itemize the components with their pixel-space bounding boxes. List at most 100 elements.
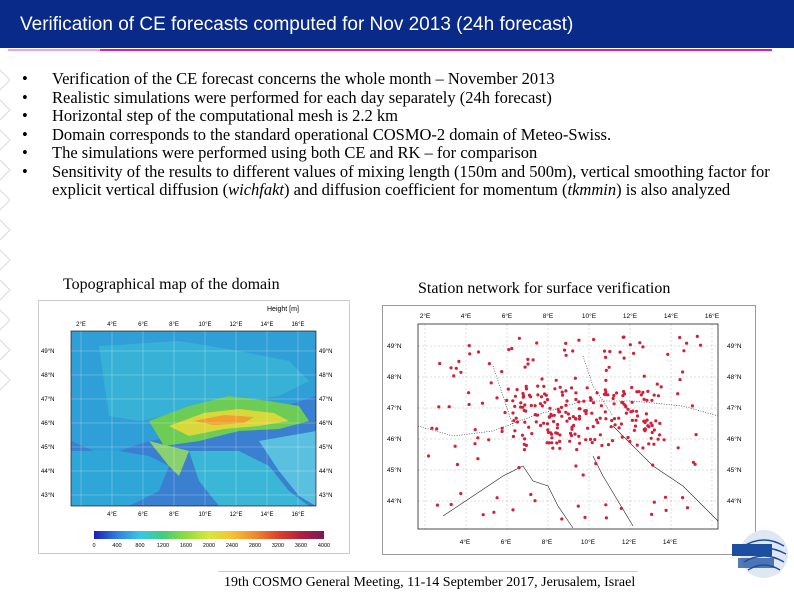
station-dot <box>641 345 645 349</box>
station-dot <box>598 416 602 420</box>
station-dot <box>632 428 636 432</box>
station-dot <box>500 429 504 434</box>
lat-label: 44°N <box>41 469 54 475</box>
lon-label: 8°E <box>169 322 179 328</box>
bullet-dot: • <box>22 161 28 181</box>
bullet-emphasis: tkmmin <box>567 180 617 199</box>
station-dot <box>628 343 632 347</box>
station-dot <box>624 411 628 415</box>
station-dot <box>639 393 643 397</box>
lon-label: 2°E <box>76 322 86 328</box>
station-dot <box>635 414 640 418</box>
station-dot <box>489 381 493 385</box>
station-dot <box>581 473 585 477</box>
station-dot <box>578 441 582 445</box>
station-dot <box>610 418 614 423</box>
station-dot <box>560 517 564 521</box>
station-dot <box>550 436 554 440</box>
station-dot <box>643 420 647 425</box>
lat-label: 44°N <box>387 497 402 505</box>
colorbar-tick: 1600 <box>180 543 192 549</box>
station-dot <box>678 335 682 340</box>
station-dot <box>559 405 564 409</box>
station-dot <box>449 366 453 370</box>
station-dot <box>577 338 581 342</box>
station-dot <box>545 398 550 402</box>
station-dot <box>544 393 548 397</box>
station-dot <box>500 426 504 430</box>
lat-label: 49°N <box>41 349 54 355</box>
lat-label: 48°N <box>387 373 402 381</box>
footer-text: 19th COSMO General Meeting, 11-14 Septem… <box>224 575 636 590</box>
lat-label: 46°N <box>727 435 742 443</box>
station-dot <box>641 446 645 450</box>
station-dot <box>535 341 539 345</box>
station-dot <box>681 370 685 374</box>
station-dot <box>583 515 587 519</box>
station-dot <box>586 426 590 430</box>
station-dot <box>459 370 463 374</box>
station-dot <box>467 391 471 395</box>
side-decoration <box>0 69 11 391</box>
station-dot <box>602 349 607 353</box>
station-dot <box>495 396 499 400</box>
station-dot <box>546 428 550 432</box>
station-dot <box>507 348 511 352</box>
station-dot <box>542 384 546 388</box>
station-dot <box>480 401 485 405</box>
lat-label: 45°N <box>387 466 402 474</box>
station-dot <box>646 389 650 393</box>
station-dot <box>523 365 527 369</box>
station-dot <box>568 439 572 443</box>
station-dot <box>612 402 616 406</box>
station-dot <box>577 417 582 421</box>
station-network-map: 2°E 4°E 6°E 8°E 10°E 12°E 14°E 16°E 4°E 6°E 8°E 10… <box>382 305 756 555</box>
colorbar-tick: 1200 <box>157 543 169 549</box>
station-dot <box>659 385 663 389</box>
station-dot <box>595 391 599 395</box>
bullet-text: ) and diffusion coefficient for momentum… <box>284 180 568 199</box>
bullet-dot: • <box>22 124 28 144</box>
station-dot <box>577 414 582 418</box>
station-dot <box>591 401 596 405</box>
station-dot <box>619 506 623 510</box>
station-dot <box>577 434 581 438</box>
station-dot <box>455 462 459 467</box>
bullet-dot: • <box>22 87 28 107</box>
colorbar-tick: 800 <box>135 543 144 549</box>
station-dot <box>555 441 559 445</box>
station-dot <box>487 362 491 366</box>
lat-label: 49°N <box>319 349 332 355</box>
lon-label: 10°E <box>198 512 211 518</box>
bullet-dot: • <box>22 143 28 162</box>
station-dot <box>612 393 616 398</box>
station-dot <box>650 512 654 516</box>
station-dot <box>574 391 578 395</box>
station-dot <box>545 441 549 445</box>
colorbar-tick: 0 <box>92 543 95 549</box>
station-dot <box>473 428 477 432</box>
bullet-list: • Verification of the CE forecast concern… <box>22 69 782 200</box>
topography-area <box>71 331 316 506</box>
lon-label: 6°E <box>138 512 148 518</box>
station-dot <box>663 495 668 499</box>
colorbar-tick: 2800 <box>249 543 261 549</box>
lat-label: 43°N <box>41 493 54 499</box>
station-dot <box>511 399 515 403</box>
station-dot <box>538 402 542 406</box>
station-dot <box>481 513 485 517</box>
station-dot <box>540 404 544 408</box>
lat-label: 45°N <box>319 445 332 451</box>
station-dot <box>565 419 569 423</box>
station-dot <box>584 409 588 413</box>
station-dot <box>609 425 613 429</box>
station-dot <box>571 415 575 419</box>
station-dot <box>647 442 651 446</box>
station-dot <box>454 366 458 370</box>
title-bar <box>0 0 794 48</box>
station-dot <box>514 416 518 420</box>
station-dot <box>656 437 660 441</box>
bullet-item: • Realistic simulations were performed fo… <box>22 87 782 108</box>
station-dot <box>438 361 442 366</box>
station-dot <box>540 377 544 381</box>
